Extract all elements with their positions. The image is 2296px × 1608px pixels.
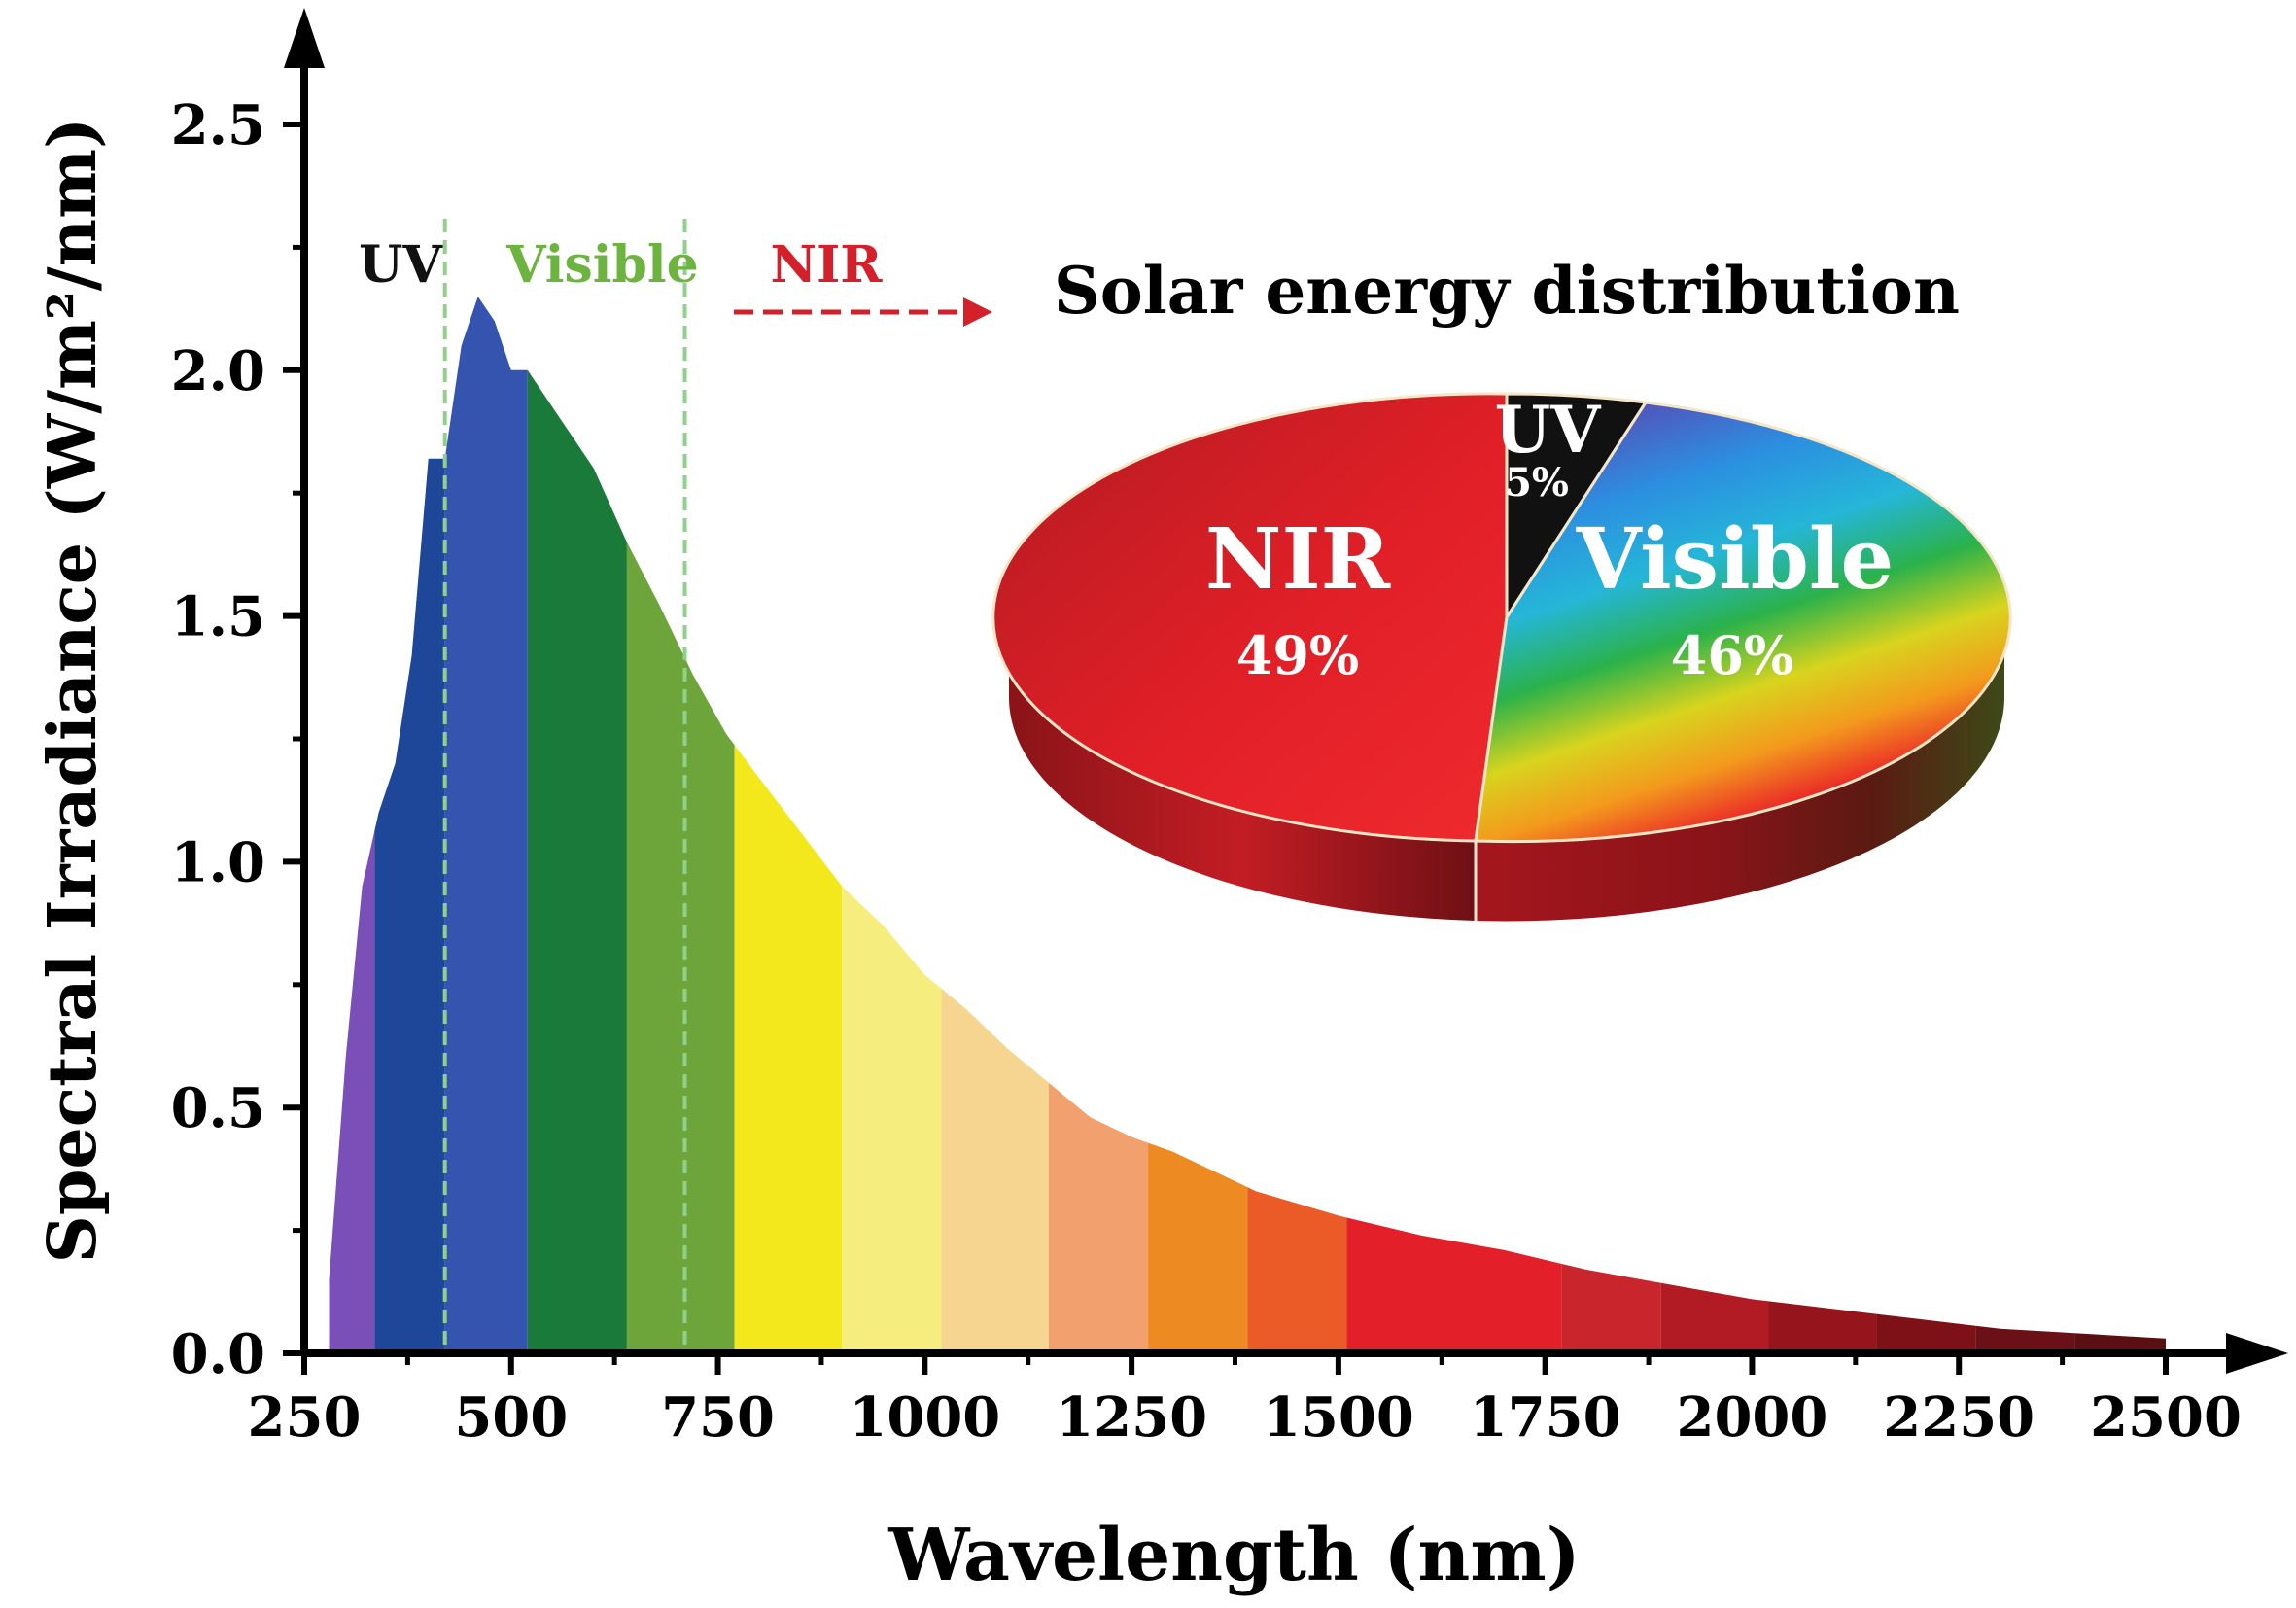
pie-slice-nir <box>991 392 1509 843</box>
x-tick-label: 250 <box>248 1385 362 1450</box>
spectrum-band-2390-2500 <box>2074 1333 2166 1353</box>
spectrum-band-2020-2150 <box>1768 1301 1877 1353</box>
pie-label-uv: UV <box>1495 392 1603 468</box>
y-tick-label: 2.0 <box>171 339 265 403</box>
y-tick-label: 0.0 <box>171 1322 265 1386</box>
y-axis-label: Spectral Irradiance (W/m²/nm) <box>34 118 112 1263</box>
spectrum-band-420-520 <box>444 297 528 1353</box>
spectrum-band-1770-1890 <box>1561 1264 1661 1353</box>
spectrum-band-640-770 <box>626 542 735 1353</box>
pie-label-nir: NIR <box>1205 510 1391 609</box>
y-tick-label: 1.5 <box>171 585 265 649</box>
x-axis-label: Wavelength (nm) <box>887 1514 1580 1597</box>
spectrum-band-770-900 <box>734 745 843 1353</box>
spectrum-band-900-1020 <box>842 886 942 1353</box>
y-tick-label: 2.5 <box>171 93 265 157</box>
pie-side-nir <box>1008 617 1476 921</box>
spectrum-band-1150-1270 <box>1049 1082 1149 1353</box>
pie-side-visible <box>1476 617 2005 922</box>
x-tick-label: 1750 <box>1470 1385 1621 1450</box>
pie-value-nir: 49% <box>1236 624 1359 686</box>
spectrum-band-2150-2270 <box>1876 1313 1976 1353</box>
pie-slice-visible <box>1474 401 2012 844</box>
x-tick-label: 2250 <box>1883 1385 2035 1450</box>
region-label-nir: NIR <box>770 235 883 295</box>
x-tick-label: 500 <box>454 1385 568 1450</box>
pie-value-visible: 46% <box>1671 624 1793 686</box>
spectrum-bands <box>329 297 2166 1353</box>
region-boundaries <box>442 219 687 1353</box>
pie-title: Solar energy distribution <box>1054 253 1960 329</box>
spectrum-band-1510-1770 <box>1346 1217 1562 1353</box>
y-axis-arrow-icon <box>284 8 325 68</box>
x-tick-label: 1500 <box>1263 1385 1414 1450</box>
x-tick-label: 1000 <box>849 1385 1000 1450</box>
axes <box>284 8 2288 1374</box>
x-tick-label: 750 <box>661 1385 775 1450</box>
spectrum-band-335-420 <box>374 458 445 1353</box>
spectrum-band-280-335 <box>329 830 375 1353</box>
x-tick-label: 1250 <box>1056 1385 1207 1450</box>
x-axis-arrow-icon <box>2226 1333 2288 1374</box>
spectrum-band-2270-2390 <box>1975 1325 2075 1353</box>
x-ticks: 250 500 750 1000 1250 1500 1750 2000 2250 2500 <box>248 1353 2242 1450</box>
spectrum-band-1020-1150 <box>941 988 1049 1353</box>
spectrum-band-1270-1390 <box>1148 1142 1248 1353</box>
pie-label-visible: Visible <box>1576 510 1895 609</box>
y-tick-label: 0.5 <box>171 1076 265 1140</box>
region-label-uv: UV <box>359 235 443 295</box>
x-tick-label: 2000 <box>1677 1385 1828 1450</box>
spectrum-band-1390-1510 <box>1247 1187 1347 1353</box>
pie-value-uv: 5% <box>1505 460 1569 506</box>
spectrum-band-520-640 <box>527 369 627 1353</box>
region-label-visible: Visible <box>505 235 698 295</box>
y-tick-label: 1.0 <box>171 830 265 894</box>
x-tick-label: 2500 <box>2090 1385 2242 1450</box>
y-ticks: 0.0 0.5 1.0 1.5 2.0 2.5 <box>171 93 304 1386</box>
pie-chart: NIR 49% UV 5% Visible 46% <box>991 392 2012 922</box>
spectrum-band-1890-2020 <box>1660 1282 1769 1353</box>
